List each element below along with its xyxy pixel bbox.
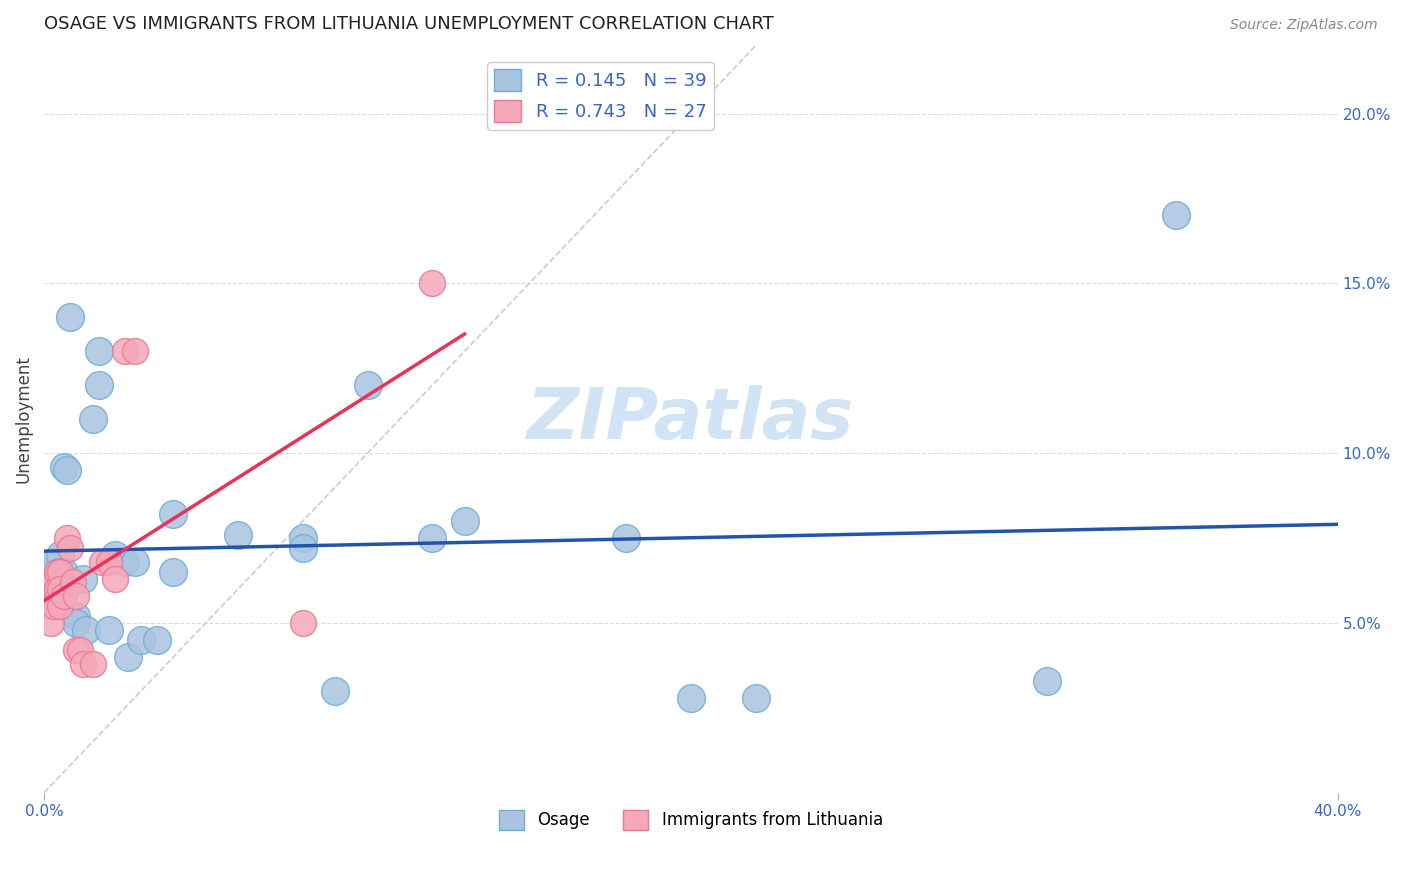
Point (69, 643, 91, 657)
Point (291, 541, 314, 556)
Point (72, 572, 94, 586)
Point (39, 615, 62, 630)
Point (52, 589, 75, 603)
Point (162, 507, 184, 521)
Y-axis label: Unemployment: Unemployment (15, 355, 32, 483)
Point (39, 565, 62, 579)
Point (420, 531, 443, 545)
Point (52, 565, 75, 579)
Point (46, 565, 69, 579)
Point (124, 555, 146, 569)
Point (49, 565, 72, 579)
Point (91, 555, 114, 569)
Point (46, 572, 69, 586)
Point (75, 623, 97, 637)
Point (679, 690, 702, 705)
Point (82, 657, 104, 671)
Point (72, 657, 94, 671)
Point (42, 555, 65, 569)
Point (744, 690, 766, 705)
Point (59, 541, 82, 556)
Point (49, 582, 72, 596)
Point (87, 344, 110, 359)
Point (55, 531, 77, 545)
Point (323, 683, 346, 698)
Point (97, 555, 120, 569)
Point (37, 575, 59, 590)
Point (37, 592, 59, 607)
Point (49, 599, 72, 613)
Point (87, 378, 110, 392)
Point (614, 531, 637, 545)
Point (49, 565, 72, 579)
Point (146, 632, 169, 647)
Point (114, 555, 136, 569)
Point (356, 378, 378, 392)
Point (42, 565, 65, 579)
Point (291, 615, 314, 630)
Point (291, 531, 314, 545)
Point (453, 514, 475, 528)
Point (65, 615, 87, 630)
Point (52, 459, 75, 474)
Point (65, 643, 87, 657)
Point (62, 575, 84, 590)
Point (59, 310, 82, 325)
Text: OSAGE VS IMMIGRANTS FROM LITHUANIA UNEMPLOYMENT CORRELATION CHART: OSAGE VS IMMIGRANTS FROM LITHUANIA UNEMP… (44, 15, 773, 33)
Text: Source: ZipAtlas.com: Source: ZipAtlas.com (1230, 18, 1378, 32)
Point (114, 344, 136, 359)
Point (104, 572, 127, 586)
Point (226, 527, 249, 541)
Point (37, 575, 59, 590)
Point (104, 548, 127, 562)
Point (117, 649, 139, 664)
Point (420, 277, 443, 291)
Point (129, 632, 152, 647)
Point (49, 548, 72, 562)
Point (39, 599, 62, 613)
Point (42, 599, 65, 613)
Point (46, 582, 69, 596)
Point (55, 463, 77, 477)
Point (1164, 209, 1187, 223)
Legend: Osage, Immigrants from Lithuania: Osage, Immigrants from Lithuania (492, 803, 890, 837)
Text: ZIPatlas: ZIPatlas (527, 384, 855, 454)
Point (42, 575, 65, 590)
Point (65, 589, 87, 603)
Point (97, 623, 120, 637)
Point (124, 344, 146, 359)
Point (1035, 673, 1057, 688)
Point (162, 565, 184, 579)
Point (82, 412, 104, 426)
Point (65, 609, 87, 624)
